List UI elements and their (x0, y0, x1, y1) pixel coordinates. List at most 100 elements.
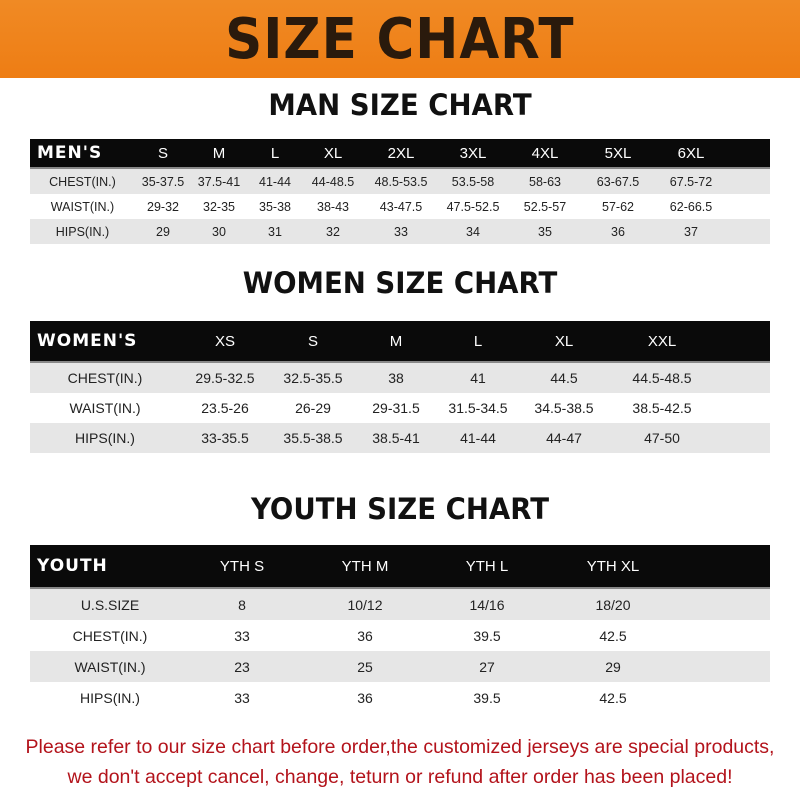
table-cell: 27 (479, 658, 495, 675)
size-column-header: XL (323, 144, 343, 162)
size-chart-banner: SIZE CHART (0, 0, 800, 78)
row-label: HIPS(IN.) (80, 689, 140, 706)
size-column-header: 2XL (387, 144, 415, 162)
table-cell: 36 (611, 224, 625, 239)
table-cell: 26-29 (295, 400, 331, 416)
size-column-header: M (212, 144, 226, 162)
table-row: HIPS(IN.) 33 36 39.5 42.5 (30, 682, 770, 713)
row-label: U.S.SIZE (80, 596, 140, 613)
table-cell: 23 (234, 658, 250, 675)
table-cell: 29-31.5 (372, 400, 420, 416)
order-notice-line-1: Please refer to our size chart before or… (25, 736, 775, 758)
table-cell: 41-44 (259, 174, 291, 189)
size-column-header: XXL (647, 332, 677, 350)
table-cell: 29 (605, 658, 621, 675)
table-row: CHEST(IN.) 35-37.5 37.5-41 41-44 44-48.5 48.5… (30, 169, 770, 194)
table-cell: 48.5-53.5 (374, 174, 428, 189)
row-label: WAIST(IN.) (69, 400, 141, 416)
table-cell: 67.5-72 (669, 174, 713, 189)
table-cell: 38-43 (317, 199, 349, 214)
table-cell: 52.5-57 (523, 199, 567, 214)
table-cell: 8 (238, 596, 246, 613)
row-label: HIPS(IN.) (55, 224, 110, 239)
size-column-header: S (157, 144, 168, 162)
table-cell: 41 (470, 370, 486, 386)
table-row: HIPS(IN.) 33-35.5 35.5-38.5 38.5-41 41-44 44-… (30, 423, 770, 453)
men-size-table: MEN'S S M L XL 2XL 3XL 4XL 5XL 6XL CHEST(IN.) 35-37… (30, 139, 770, 244)
table-cell: 33 (394, 224, 408, 239)
table-cell: 47-50 (644, 430, 680, 446)
table-cell: 32 (326, 224, 340, 239)
table-row: WAIST(IN.) 23 25 27 29 (30, 651, 770, 682)
table-cell: 29.5-32.5 (195, 370, 255, 386)
table-cell: 31.5-34.5 (448, 400, 508, 416)
table-cell: 62-66.5 (669, 199, 713, 214)
row-label: WAIST(IN.) (50, 199, 115, 214)
header-label: MEN'S (37, 143, 103, 163)
table-cell: 44.5 (550, 370, 578, 386)
table-header-row: YOUTH YTH S YTH M YTH L YTH XL (30, 545, 770, 589)
row-label: HIPS(IN.) (75, 430, 135, 446)
table-cell: 47.5-52.5 (446, 199, 500, 214)
order-notice: Please refer to our size chart before or… (0, 732, 800, 792)
size-column-header: 4XL (531, 144, 559, 162)
table-cell: 44-48.5 (311, 174, 355, 189)
table-header-row: MEN'S S M L XL 2XL 3XL 4XL 5XL 6XL (30, 139, 770, 169)
header-label: WOMEN'S (37, 331, 138, 351)
row-label: WAIST(IN.) (74, 658, 146, 675)
table-cell: 37.5-41 (197, 174, 241, 189)
table-cell: 33 (234, 689, 250, 706)
table-cell: 34 (466, 224, 480, 239)
table-cell: 33-35.5 (201, 430, 249, 446)
table-cell: 31 (268, 224, 282, 239)
table-cell: 32.5-35.5 (283, 370, 343, 386)
table-cell: 30 (212, 224, 226, 239)
table-cell: 35 (538, 224, 552, 239)
table-cell: 43-47.5 (379, 199, 423, 214)
table-cell: 38.5-41 (372, 430, 420, 446)
row-label: CHEST(IN.) (72, 627, 148, 644)
size-column-header: YTH M (341, 557, 389, 575)
table-cell: 37 (684, 224, 698, 239)
size-column-header: YTH L (465, 557, 509, 575)
table-cell: 38 (388, 370, 404, 386)
table-cell: 25 (357, 658, 373, 675)
table-cell: 10/12 (347, 596, 383, 613)
size-column-header: L (270, 144, 280, 162)
table-header-row: WOMEN'S XS S M L XL XXL (30, 321, 770, 363)
size-column-header: S (307, 332, 318, 350)
size-column-header: L (473, 332, 483, 350)
size-column-header: 3XL (459, 144, 487, 162)
table-cell: 44-47 (546, 430, 582, 446)
table-cell: 34.5-38.5 (534, 400, 594, 416)
size-column-header: YTH S (219, 557, 265, 575)
table-cell: 32-35 (203, 199, 235, 214)
table-cell: 53.5-58 (451, 174, 495, 189)
table-row: CHEST(IN.) 29.5-32.5 32.5-35.5 38 41 44.5 44.5… (30, 363, 770, 393)
table-cell: 18/20 (595, 596, 631, 613)
table-cell: 33 (234, 627, 250, 644)
men-section-title: MAN SIZE CHART (268, 88, 532, 122)
row-label: CHEST(IN.) (67, 370, 143, 386)
size-column-header: YTH XL (586, 557, 640, 575)
table-cell: 29-32 (147, 199, 179, 214)
table-cell: 35-37.5 (141, 174, 185, 189)
size-column-header: 6XL (677, 144, 705, 162)
table-cell: 44.5-48.5 (632, 370, 692, 386)
banner-title: SIZE CHART (225, 6, 575, 72)
table-row: CHEST(IN.) 33 36 39.5 42.5 (30, 620, 770, 651)
table-row: HIPS(IN.) 29 30 31 32 33 34 35 36 37 (30, 219, 770, 244)
table-cell: 38.5-42.5 (632, 400, 692, 416)
size-column-header: M (389, 332, 403, 350)
table-cell: 29 (156, 224, 170, 239)
youth-section-title: YOUTH SIZE CHART (250, 492, 550, 526)
youth-size-table: YOUTH YTH S YTH M YTH L YTH XL U.S.SIZE 8 10/12… (30, 545, 770, 713)
table-row: WAIST(IN.) 23.5-26 26-29 29-31.5 31.5-34.5 34… (30, 393, 770, 423)
order-notice-line-2: we don't accept cancel, change, teturn o… (67, 766, 733, 788)
table-cell: 39.5 (473, 627, 501, 644)
table-cell: 36 (357, 627, 373, 644)
table-cell: 36 (357, 689, 373, 706)
table-cell: 57-62 (602, 199, 634, 214)
table-cell: 35.5-38.5 (283, 430, 343, 446)
table-cell: 58-63 (529, 174, 561, 189)
